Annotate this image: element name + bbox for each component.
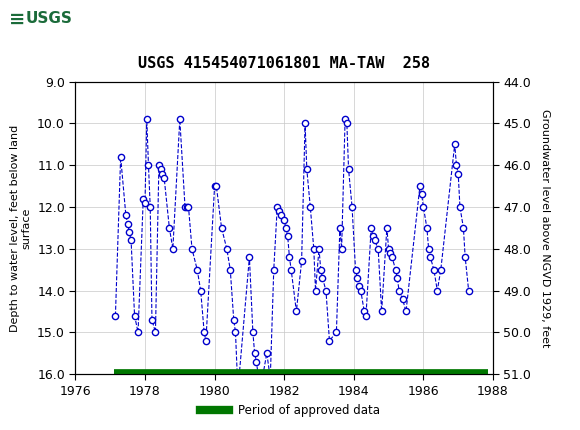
Y-axis label: Depth to water level, feet below land
surface: Depth to water level, feet below land su… [10,124,31,332]
Legend: Period of approved data: Period of approved data [195,399,385,422]
FancyBboxPatch shape [6,3,81,35]
Y-axis label: Groundwater level above NGVD 1929, feet: Groundwater level above NGVD 1929, feet [540,109,550,347]
Text: ≡: ≡ [9,9,25,28]
Text: USGS: USGS [26,12,73,26]
Title: USGS 415454071061801 MA-TAW  258: USGS 415454071061801 MA-TAW 258 [138,56,430,71]
